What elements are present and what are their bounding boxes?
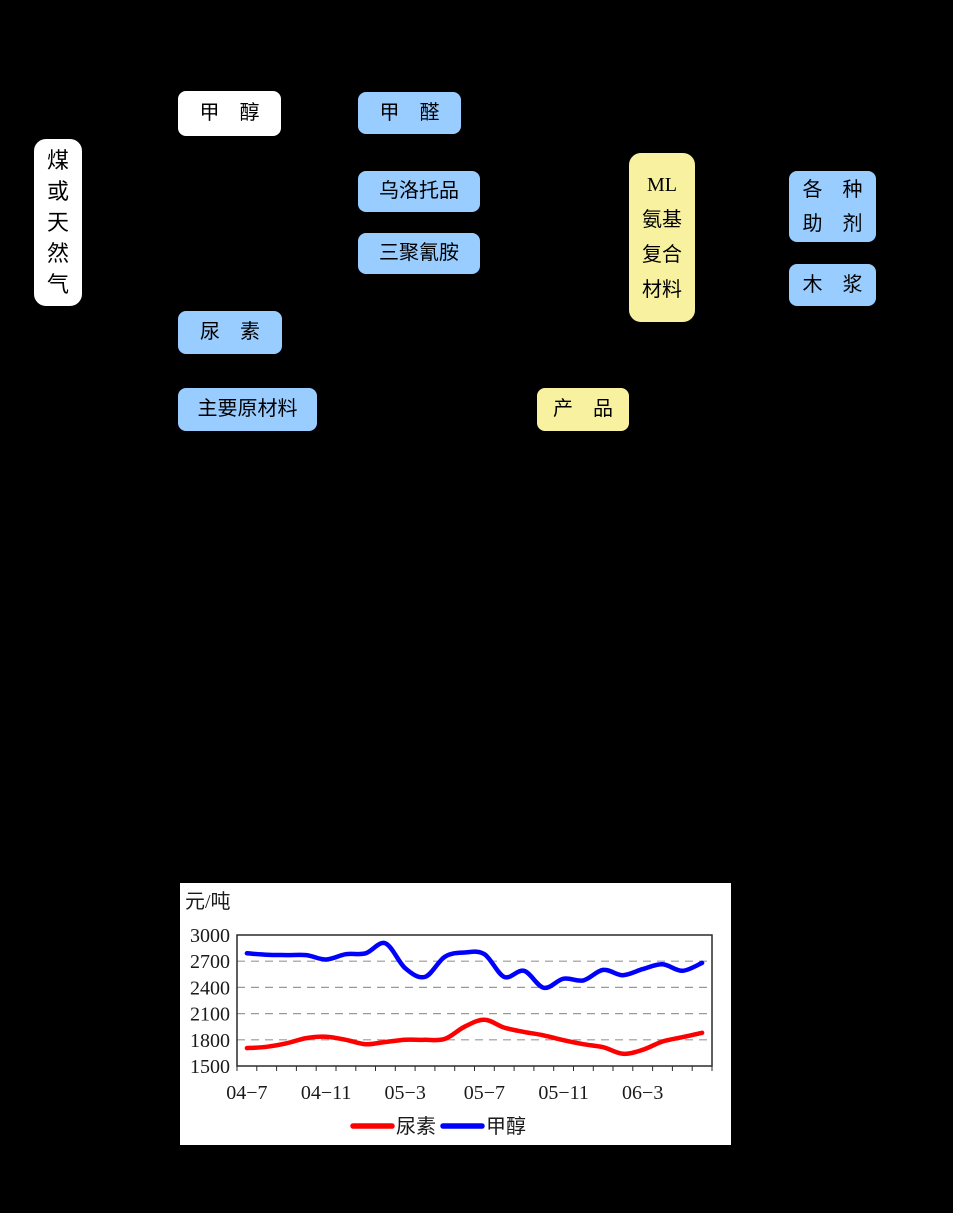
box-line: 材料 [642,278,682,301]
diagram-box-urea: 尿 素 [177,310,283,355]
box-line: 助 剂 [802,212,863,235]
price-line-chart: 元/吨 1500 1800 2100 2400 2700 3000 04−7 04−11 05−3… [180,883,731,1145]
diagram-box-main-raw-materials: 主要原材料 [177,387,318,432]
diagram-box-coal-or-natural-gas: 煤 或 天 然 气 [33,138,83,307]
diagram-box-various-additives: 各 种 助 剂 [788,170,877,243]
diagram-box-products: 产 品 [536,387,630,432]
box-line: 气 [46,272,69,297]
box-line: 复合 [642,243,682,266]
x-tick-label: 05−7 [464,1082,505,1104]
y-tick-label: 2400 [190,977,230,999]
x-tick-label: 04−7 [226,1082,267,1104]
diagram-box-methanol: 甲 醇 [177,90,282,137]
price-line-chart-svg: 元/吨 1500 1800 2100 2400 2700 3000 04−7 04−11 05−3… [185,890,713,1138]
legend-label: 尿素 [396,1115,436,1138]
urea-series-line [244,1017,705,1057]
y-tick-label: 1800 [190,1030,230,1052]
diagram-box-wood-pulp: 木 浆 [788,263,877,307]
y-tick-label: 3000 [190,925,230,947]
diagram-box-melamine: 三聚氰胺 [357,232,481,275]
diagram-box-urotropine: 乌洛托品 [357,170,481,213]
diagram-box-ml-amino-compound: ML 氨基 复合 材料 [628,152,696,323]
box-line: ML [647,173,677,196]
y-axis-unit-label: 元/吨 [185,890,231,913]
y-tick-label: 2100 [190,1004,230,1026]
legend-label: 甲醇 [486,1115,526,1138]
x-tick-label: 05−11 [538,1082,589,1104]
diagram-box-formaldehyde: 甲 醛 [357,91,462,135]
x-tick-label: 06−3 [622,1082,663,1104]
box-line: 煤 [46,148,69,173]
box-line: 然 [46,241,69,266]
box-line: 各 种 [802,178,863,201]
methanol-series-line [244,940,705,991]
x-tick-label: 05−3 [385,1082,426,1104]
y-tick-label: 2700 [190,951,230,973]
y-tick-label: 1500 [190,1056,230,1078]
box-line: 天 [46,210,69,235]
x-tick-label: 04−11 [301,1082,352,1104]
box-line: 氨基 [642,208,682,231]
box-line: 或 [46,179,69,204]
